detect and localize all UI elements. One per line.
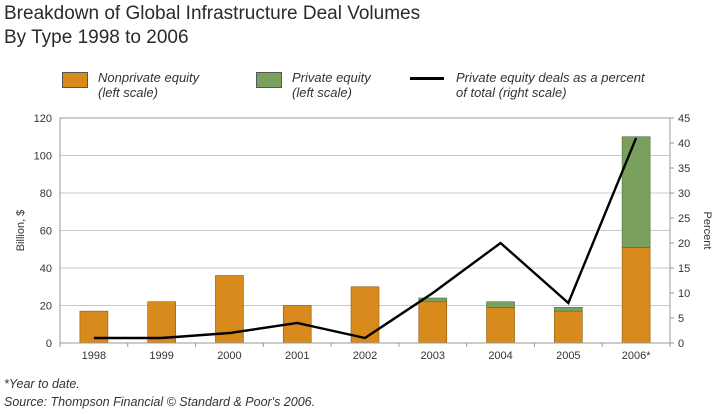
bar-nonprivate-2004	[486, 307, 515, 344]
y-tick-label: 100	[34, 151, 52, 163]
y2-tick-label: 20	[678, 238, 690, 250]
legend-nonprivate-swatch	[62, 72, 88, 88]
footnote-source: Source: Thompson Financial © Standard & …	[4, 395, 316, 409]
x-tick-label-1999: 1999	[149, 350, 173, 362]
bar-nonprivate-2002	[350, 286, 380, 344]
y-tick-label: 60	[40, 226, 52, 238]
footnote-ytd: *Year to date.	[4, 377, 80, 391]
y2-axis-label: Percent	[701, 212, 713, 250]
x-tick-label-2005: 2005	[556, 350, 580, 362]
x-tick-label-2001: 2001	[285, 350, 309, 362]
y-tick-label: 0	[46, 338, 52, 350]
y2-tick-label: 5	[678, 313, 684, 325]
y2-tick-label: 35	[678, 163, 690, 175]
chart-title: Breakdown of Global Infrastructure Deal …	[4, 2, 420, 50]
legend-private-scale: (left scale)	[292, 85, 352, 100]
chart-plot: 0 20 40 60 80 100 120 0 5 10 15 20 25 30 35 40 45 1998 199…	[15, 113, 713, 362]
y-tick-label: 120	[34, 113, 52, 125]
bar-private-2004	[486, 301, 515, 308]
y2-tick-label: 45	[678, 113, 690, 125]
y2-tick-label: 0	[678, 338, 684, 350]
x-tick-label-2003: 2003	[421, 350, 445, 362]
y-tick-label: 20	[40, 301, 52, 313]
title-line-2: By Type 1998 to 2006	[4, 27, 189, 48]
bar-private-2003	[418, 297, 448, 303]
legend-percent: Private equity deals as a percent of tot…	[410, 70, 645, 100]
legend-percent-scale: of total (right scale)	[456, 85, 567, 100]
legend-nonprivate-label: Nonprivate equity	[98, 70, 200, 85]
bar-nonprivate-2003	[418, 301, 448, 344]
x-tick-label-2002: 2002	[353, 350, 377, 362]
y-tick-label: 40	[40, 263, 52, 275]
legend-percent-line	[410, 77, 444, 80]
y2-tick-label: 15	[678, 263, 690, 275]
bar-private-2005	[554, 307, 583, 312]
legend-percent-label: Private equity deals as a percent	[456, 70, 645, 85]
title-line-1: Breakdown of Global Infrastructure Deal …	[4, 3, 421, 24]
bar-nonprivate-1999	[147, 301, 176, 344]
x-tick-label-2006*: 2006*	[622, 350, 651, 362]
x-tick-label-1998: 1998	[82, 350, 106, 362]
y2-tick-label: 40	[678, 138, 690, 150]
legend-private-swatch	[256, 72, 282, 88]
y-axis-label: Billion, $	[15, 210, 27, 252]
legend-nonprivate-scale: (left scale)	[98, 85, 158, 100]
bar-nonprivate-2005	[554, 310, 583, 344]
y2-tick-label: 25	[678, 213, 690, 225]
x-tick-label-2004: 2004	[488, 350, 512, 362]
legend-private-label: Private equity	[292, 70, 371, 85]
y2-tick-label: 10	[678, 288, 690, 300]
bar-nonprivate-2006*	[621, 247, 651, 344]
legend-nonprivate: Nonprivate equity (left scale)	[62, 70, 199, 100]
y-tick-label: 80	[40, 188, 52, 200]
bar-private-2006*	[621, 136, 651, 248]
y2-tick-label: 30	[678, 188, 690, 200]
legend-private: Private equity (left scale)	[256, 70, 371, 100]
x-tick-label-2000: 2000	[217, 350, 241, 362]
plot-frame	[59, 117, 671, 344]
